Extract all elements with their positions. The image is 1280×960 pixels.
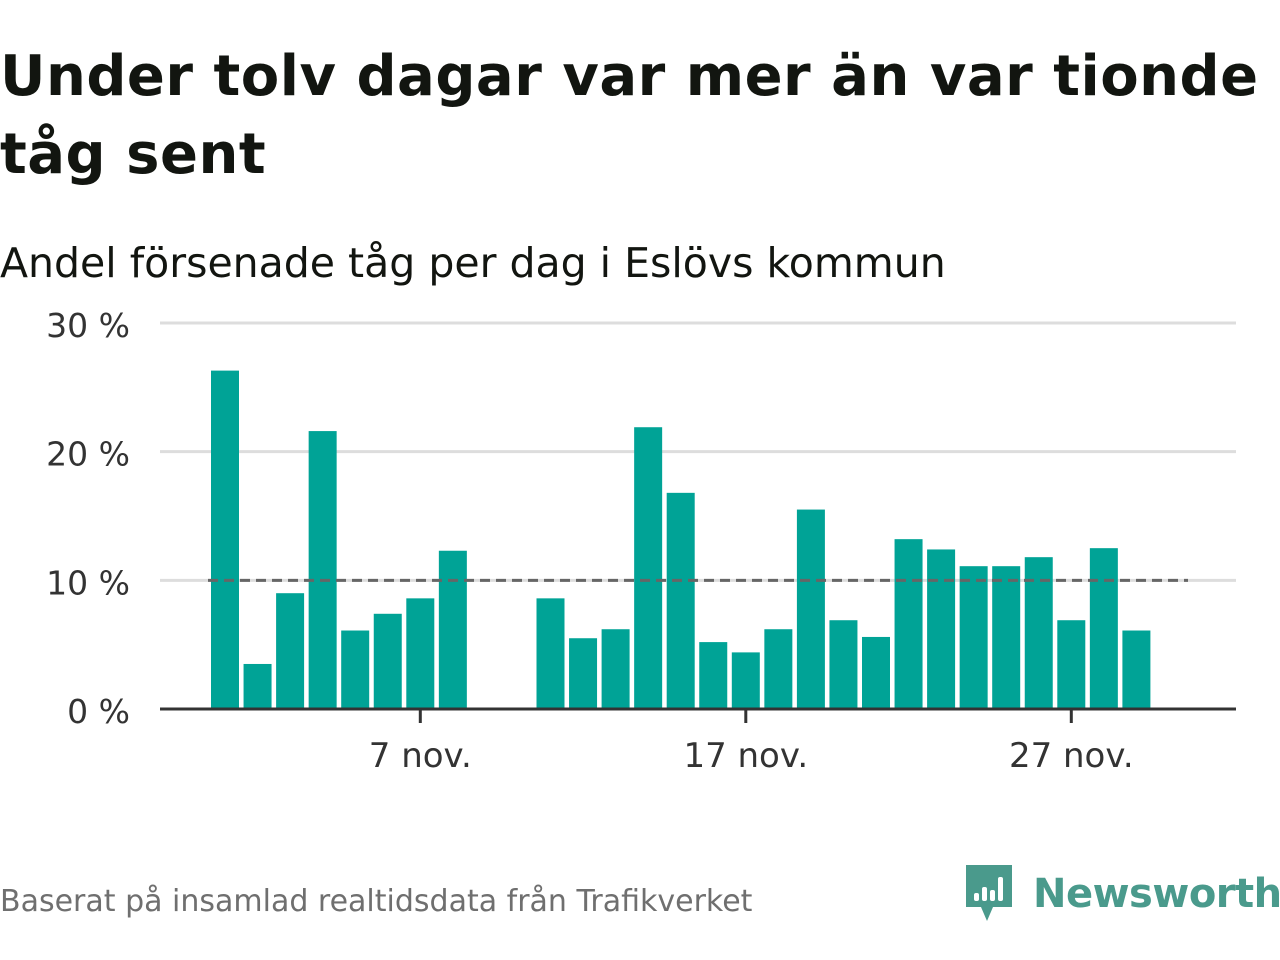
- bar-series: [211, 370, 1151, 709]
- source-note: Baserat på insamlad realtidsdata från Tr…: [0, 884, 753, 919]
- bar[interactable]: [601, 629, 630, 709]
- bar[interactable]: [764, 629, 793, 709]
- x-tick-label: 7 nov.: [369, 736, 472, 776]
- bar[interactable]: [1122, 630, 1151, 709]
- y-tick-label: 30 %: [46, 306, 130, 345]
- bar[interactable]: [862, 636, 890, 709]
- x-tick-label: 27 nov.: [1009, 736, 1134, 776]
- bar[interactable]: [796, 509, 825, 709]
- bar[interactable]: [927, 549, 956, 709]
- y-axis-labels: 0 % 10 % 20 % 30 %: [46, 306, 130, 731]
- x-axis: [160, 707, 1236, 723]
- x-axis-labels: 7 nov. 17 nov. 27 nov.: [369, 736, 1134, 776]
- bar[interactable]: [1024, 557, 1053, 709]
- bar[interactable]: [1089, 548, 1118, 709]
- y-tick-label: 10 %: [46, 563, 130, 602]
- bar[interactable]: [894, 539, 923, 709]
- bar[interactable]: [1057, 620, 1086, 709]
- y-tick-label: 0 %: [67, 692, 130, 731]
- brand-logo[interactable]: Newsworthy: [963, 862, 1280, 926]
- bar[interactable]: [308, 431, 337, 709]
- bar[interactable]: [211, 370, 239, 709]
- bar[interactable]: [438, 550, 467, 709]
- bar[interactable]: [992, 566, 1021, 709]
- bar[interactable]: [829, 620, 858, 709]
- x-tick-label: 17 nov.: [683, 736, 808, 776]
- bar[interactable]: [373, 613, 402, 709]
- chart-title: Under tolv dagar var mer än var tionde t…: [0, 44, 1259, 187]
- chart-subtitle: Andel försenade tåg per dag i Eslövs kom…: [0, 239, 946, 287]
- bar[interactable]: [276, 593, 305, 709]
- bar[interactable]: [243, 663, 272, 709]
- bar[interactable]: [536, 598, 565, 709]
- bar[interactable]: [634, 427, 663, 709]
- y-tick-label: 20 %: [46, 435, 130, 474]
- bar[interactable]: [699, 642, 728, 709]
- bar[interactable]: [406, 598, 435, 709]
- bar[interactable]: [666, 492, 695, 709]
- bar[interactable]: [569, 638, 598, 709]
- newsworthy-logo-icon: [966, 865, 1012, 921]
- bar[interactable]: [959, 566, 988, 709]
- brand-name: Newsworthy: [1033, 871, 1280, 917]
- bar[interactable]: [341, 630, 370, 709]
- bar[interactable]: [731, 652, 760, 709]
- bar-chart: 0 % 10 % 20 % 30 % 7 nov. 17 nov. 27 nov.: [46, 306, 1236, 776]
